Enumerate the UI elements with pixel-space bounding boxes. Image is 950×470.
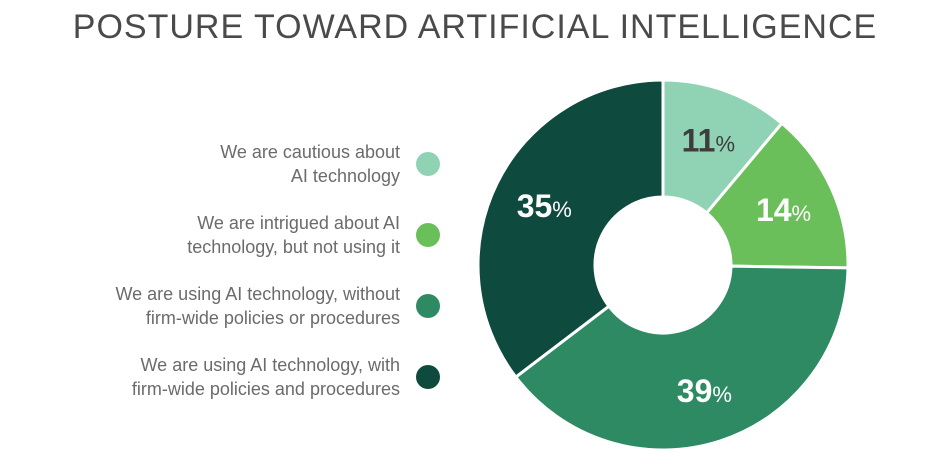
donut-chart: 11% 14% 39% 35% (476, 80, 850, 452)
legend-swatch-using-with-policies (416, 364, 440, 389)
legend-item-using-without-policies: We are using AI technology, without firm… (40, 282, 440, 329)
slice-using-with-policies (476, 80, 665, 380)
slice-label-using-with-policies: 35% (517, 188, 572, 224)
legend-item-intrigued: We are intrigued about AI technology, bu… (40, 211, 440, 258)
legend-swatch-using-without-policies (416, 293, 440, 318)
slice-label-intrigued: 14% (756, 192, 811, 228)
chart-title: POSTURE TOWARD ARTIFICIAL INTELLIGENCE (72, 8, 878, 46)
slice-cautious (661, 80, 785, 216)
legend-swatch-intrigued (416, 222, 440, 247)
legend-swatch-cautious (416, 151, 440, 176)
legend: We are cautious about AI technology We a… (40, 140, 440, 424)
slice-intrigued (704, 121, 850, 270)
legend-item-using-with-policies: We are using AI technology, with firm-wi… (40, 353, 440, 400)
legend-label-cautious: We are cautious about AI technology (220, 141, 400, 186)
legend-label-using-with-policies: We are using AI technology, with firm-wi… (131, 354, 400, 399)
legend-label-intrigued: We are intrigued about AI technology, bu… (187, 212, 400, 257)
slice-label-using-without-policies: 39% (677, 373, 732, 409)
slice-label-cautious: 11% (682, 122, 735, 158)
legend-item-cautious: We are cautious about AI technology (40, 140, 440, 187)
legend-label-using-without-policies: We are using AI technology, without firm… (115, 283, 400, 328)
slice-using-without-policies (513, 264, 850, 452)
